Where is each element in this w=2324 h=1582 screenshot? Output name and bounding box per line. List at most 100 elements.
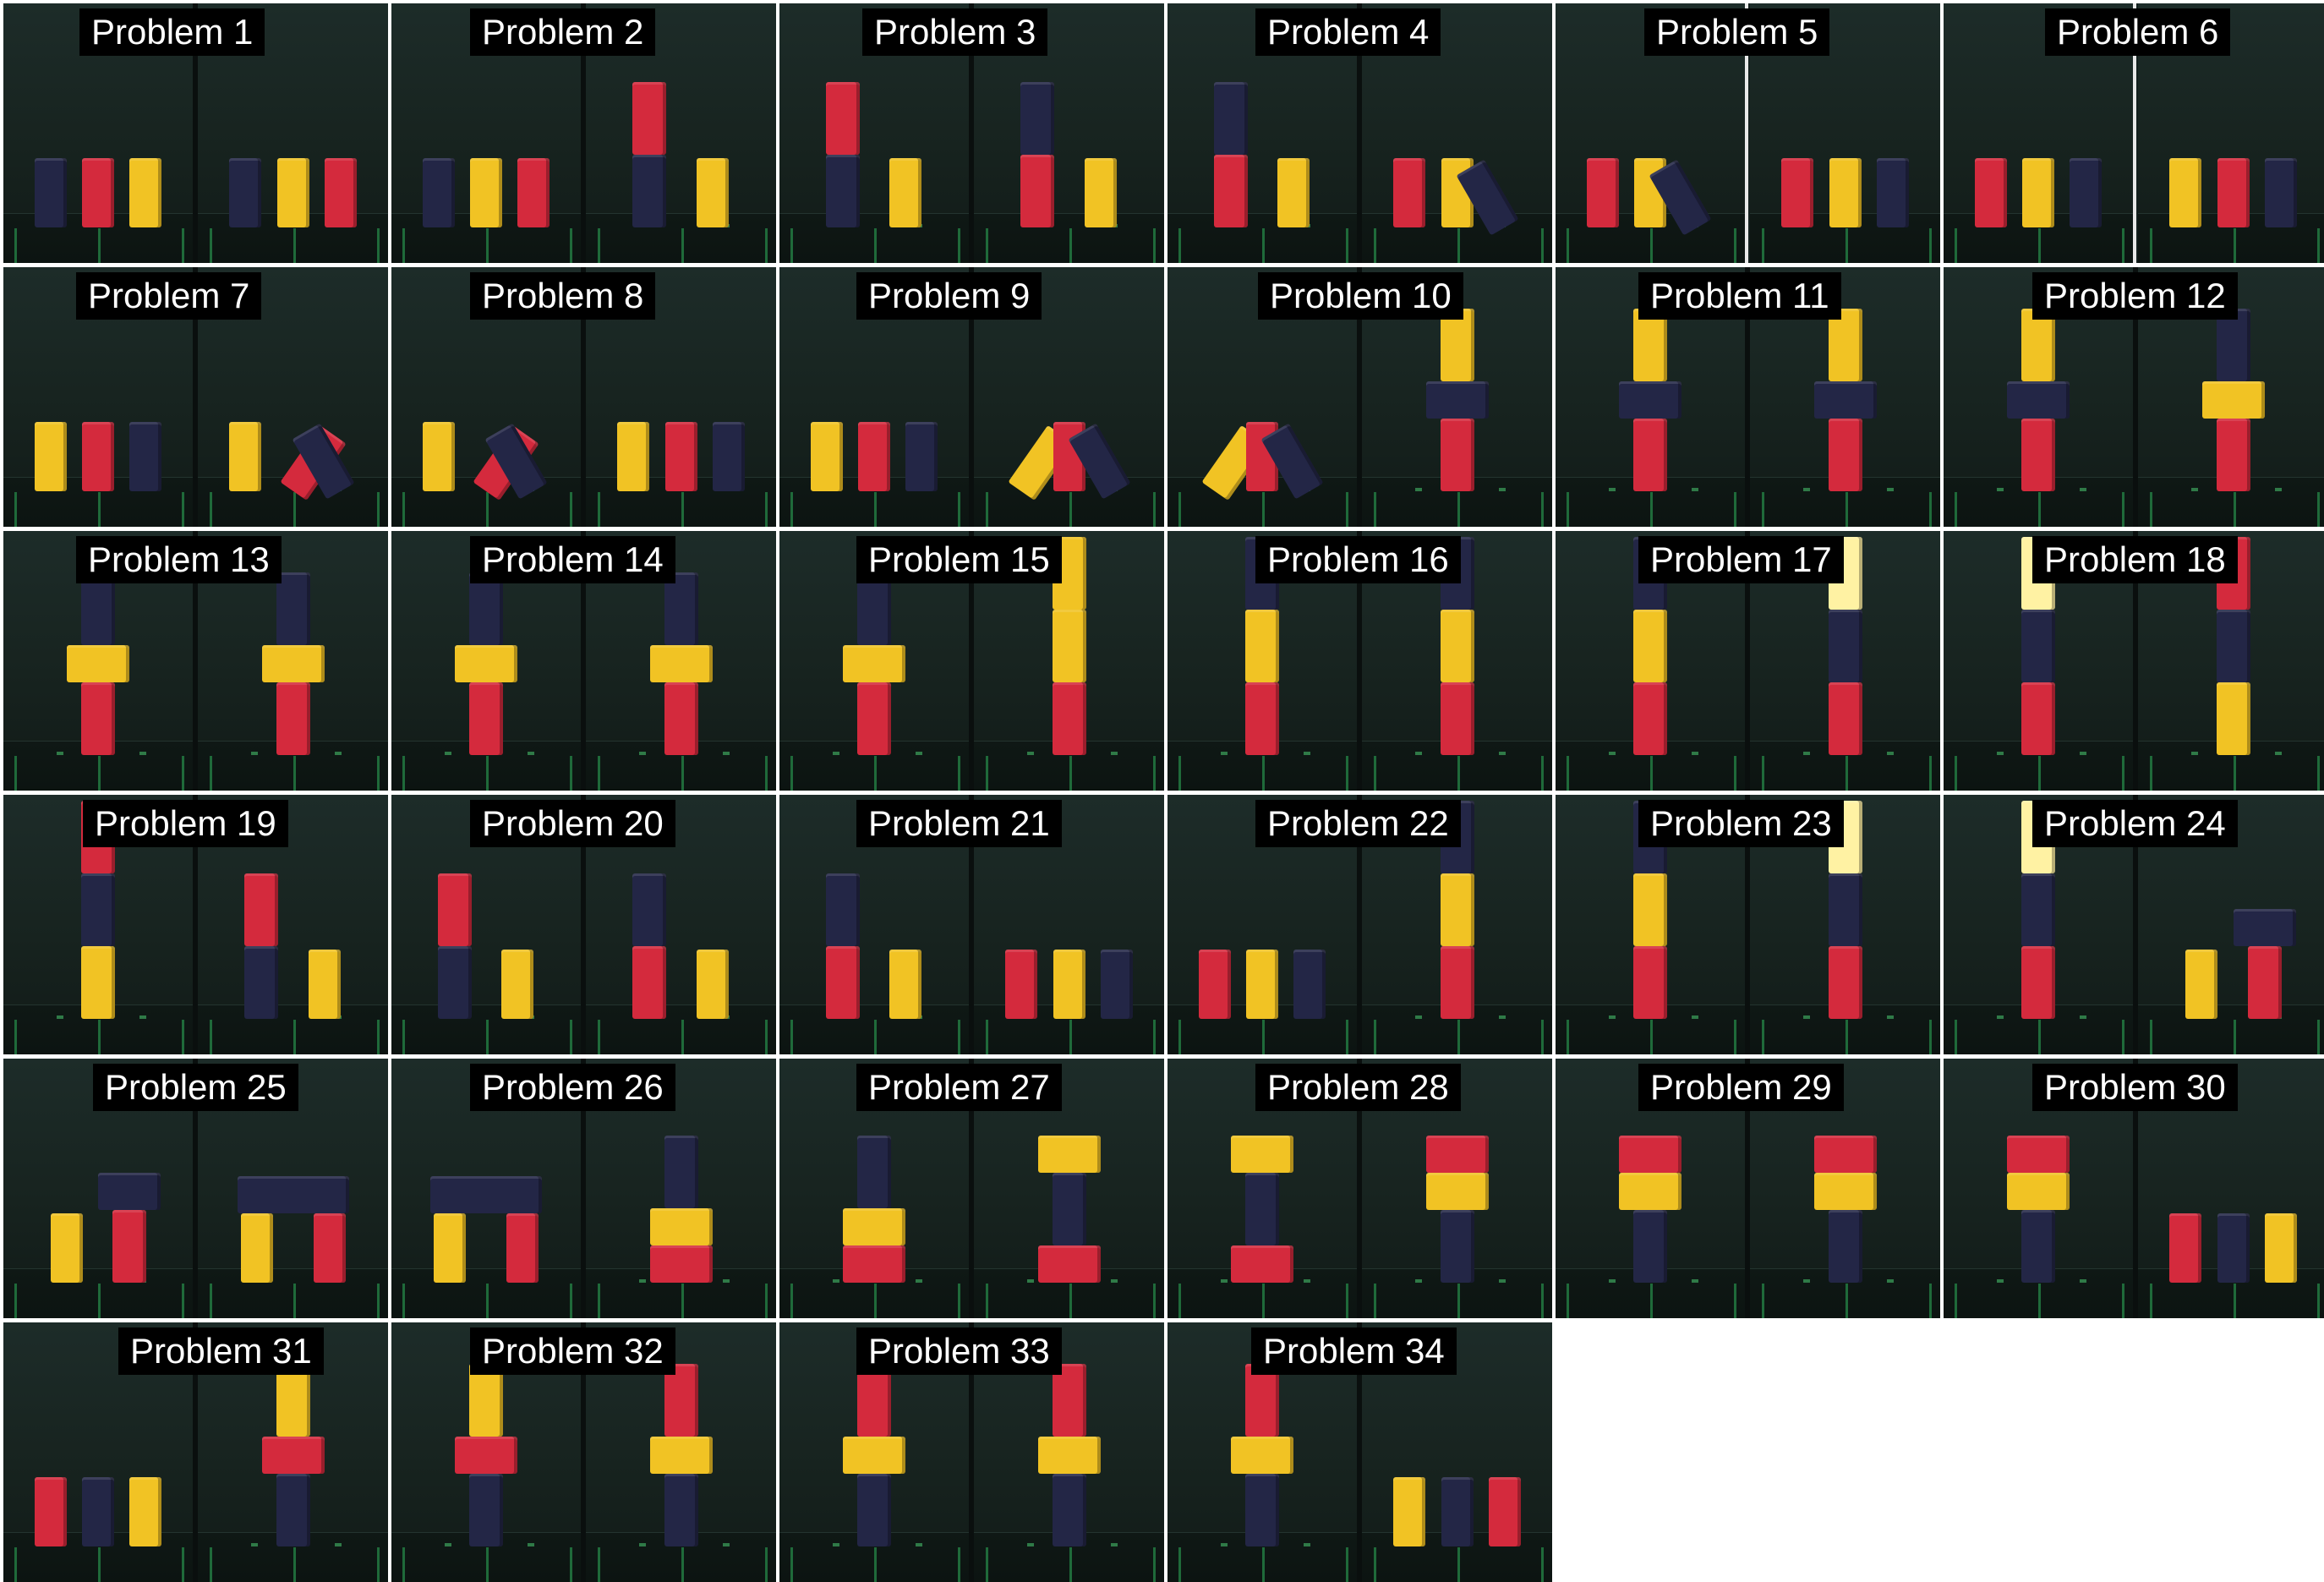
- floor: [586, 1004, 776, 1054]
- left-photo: [391, 1059, 581, 1318]
- floor-dot: [1111, 1542, 1118, 1546]
- tape-mark: [1069, 1284, 1072, 1318]
- floor-dot: [1304, 751, 1311, 755]
- tape-mark: [957, 1020, 960, 1054]
- red-block: [2169, 1213, 2202, 1283]
- tape-mark: [181, 1547, 184, 1582]
- yellow-block: [2264, 1213, 2297, 1283]
- tape-mark: [2038, 228, 2041, 263]
- floor-dot: [1608, 1278, 1616, 1283]
- red-block: [649, 1245, 713, 1283]
- navy-block: [1425, 381, 1489, 419]
- problem-label: Problem 2: [470, 8, 656, 56]
- tape-mark: [376, 1547, 380, 1582]
- navy-block: [1100, 950, 1133, 1019]
- tape-mark: [2121, 492, 2124, 527]
- problem-cell: Problem 5: [1556, 3, 1940, 263]
- red-block: [858, 422, 890, 491]
- tape-mark: [181, 1020, 184, 1054]
- left-photo: [1556, 795, 1745, 1054]
- photo-divider: [1357, 3, 1362, 263]
- navy-block: [2021, 873, 2055, 946]
- tape-mark: [376, 756, 380, 791]
- tape-mark: [874, 1547, 877, 1582]
- tape-mark: [1761, 492, 1764, 527]
- problem-cell: Problem 30: [1944, 1059, 2324, 1318]
- floor-dot: [528, 751, 535, 755]
- problem-cell: Problem 14: [391, 531, 776, 791]
- floor-dot: [1220, 1278, 1228, 1283]
- problem-label: Problem 3: [862, 8, 1048, 56]
- problem-cell: Problem 2: [391, 3, 776, 263]
- red-block: [437, 873, 472, 946]
- floor-dot: [139, 1015, 147, 1019]
- tape-mark: [764, 492, 768, 527]
- tape-mark: [1069, 492, 1072, 527]
- floor-dot: [2080, 1015, 2087, 1019]
- tape-mark: [98, 1547, 101, 1582]
- yellow-block: [1231, 1136, 1293, 1173]
- red-block: [1231, 1245, 1293, 1283]
- problem-cell: Problem 25: [3, 1059, 388, 1318]
- yellow-block: [1633, 610, 1667, 682]
- yellow-block: [1829, 158, 1862, 227]
- problem-cell: Problem 15: [779, 531, 1164, 791]
- tape-mark: [402, 1284, 406, 1318]
- tape-mark: [2038, 1284, 2041, 1318]
- floor-dot: [1803, 1015, 1810, 1019]
- yellow-block: [1085, 158, 1117, 227]
- floor-dot: [1304, 1542, 1311, 1546]
- tape-mark: [764, 1284, 768, 1318]
- red-block: [825, 82, 860, 155]
- right-photo: [2138, 531, 2324, 791]
- left-photo: [1556, 3, 1745, 263]
- tape-mark: [1152, 1284, 1156, 1318]
- floor-dot: [251, 751, 258, 755]
- tape-mark: [14, 228, 18, 263]
- floor-dot: [1803, 487, 1810, 491]
- floor-dot: [444, 1542, 451, 1546]
- problem-cell: Problem 23: [1556, 795, 1940, 1054]
- red-block: [1828, 946, 1862, 1019]
- tape-mark: [376, 1020, 380, 1054]
- tape-mark: [1069, 1547, 1072, 1582]
- tape-mark: [1928, 1284, 1932, 1318]
- floor-dot: [916, 751, 923, 755]
- tape-mark: [681, 756, 684, 791]
- navy-block: [1441, 1477, 1474, 1546]
- photo-divider: [969, 1322, 974, 1582]
- tape-mark: [681, 228, 684, 263]
- navy-block: [2216, 309, 2250, 381]
- navy-block: [2264, 158, 2297, 227]
- tape-mark: [681, 1284, 684, 1318]
- tape-mark: [1152, 228, 1156, 263]
- tape-mark: [1761, 756, 1764, 791]
- tape-mark: [1152, 756, 1156, 791]
- yellow-block: [649, 1437, 713, 1474]
- tape-mark: [14, 756, 18, 791]
- tape-mark: [597, 756, 600, 791]
- tape-mark: [2316, 228, 2320, 263]
- tape-mark: [2038, 492, 2041, 527]
- floor-dot: [1499, 751, 1506, 755]
- photo-divider: [1745, 267, 1750, 527]
- yellow-block: [2185, 950, 2217, 1019]
- photo-divider: [581, 3, 586, 263]
- navy-block: [81, 572, 115, 645]
- photo-divider: [581, 267, 586, 527]
- tape-mark: [681, 1547, 684, 1582]
- red-block: [35, 1477, 67, 1546]
- yellow-block: [240, 1213, 273, 1283]
- red-block: [1633, 419, 1667, 491]
- yellow-block: [2007, 1173, 2070, 1210]
- tape-mark: [1178, 1284, 1182, 1318]
- tape-mark: [2149, 1284, 2152, 1318]
- yellow-block: [1053, 950, 1085, 1019]
- red-block: [2007, 1136, 2070, 1173]
- floor-dot: [2191, 487, 2198, 491]
- floor-dot: [2080, 487, 2087, 491]
- navy-block: [857, 1136, 891, 1208]
- red-block: [1619, 1136, 1681, 1173]
- yellow-block: [1440, 610, 1474, 682]
- floor-dot: [723, 1278, 730, 1283]
